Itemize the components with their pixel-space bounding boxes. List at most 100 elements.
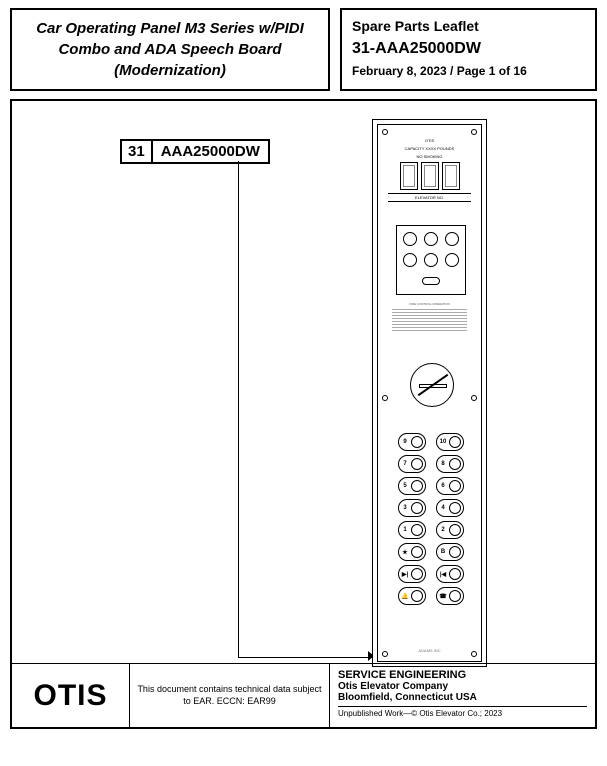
floor-button: 8 <box>436 455 464 473</box>
button-ring-icon <box>411 590 423 602</box>
floor-button: ☎ <box>436 587 464 605</box>
keypad-button-icon <box>403 232 417 246</box>
button-ring-icon <box>411 568 423 580</box>
callout-number: 31 <box>122 141 153 162</box>
button-ring-icon <box>411 524 423 536</box>
otis-logo: OTIS <box>33 679 107 713</box>
screw-icon <box>382 129 388 135</box>
button-ring-icon <box>449 524 461 536</box>
button-ring-icon <box>449 458 461 470</box>
seven-segment-icon <box>400 162 418 190</box>
display-area: OTIS CAPACITY XXXX POUNDS NO SMOKING :::… <box>388 139 471 209</box>
company-location: Bloomfield, Connecticut USA <box>338 692 587 703</box>
keypad-button-icon <box>445 232 459 246</box>
floor-button: 10 <box>436 433 464 451</box>
part-callout: 31 AAA25000DW <box>120 139 270 164</box>
floor-button: 6 <box>436 477 464 495</box>
floor-button: 2 <box>436 521 464 539</box>
copyright-notice: Unpublished Work—© Otis Elevator Co.; 20… <box>338 706 587 718</box>
company-name: Otis Elevator Company <box>338 681 587 692</box>
floor-button-label: 6 <box>437 483 449 489</box>
keypad-button-icon <box>424 253 438 267</box>
logo-cell: OTIS <box>12 664 130 727</box>
floor-button: B <box>436 543 464 561</box>
key-switch-icon <box>422 277 440 285</box>
floor-button: |◀ <box>436 565 464 583</box>
document-footer: OTIS This document contains technical da… <box>12 663 595 727</box>
button-ring-icon <box>449 568 461 580</box>
floor-button-label: 5 <box>399 483 411 489</box>
speaker-grille-icon: :::: <box>388 195 393 200</box>
position-indicator <box>388 162 471 190</box>
floor-button: 🔔 <box>398 587 426 605</box>
no-smoking-icon <box>410 363 454 407</box>
floor-button-label: 8 <box>437 461 449 467</box>
floor-button: 1 <box>398 521 426 539</box>
button-ring-icon <box>449 546 461 558</box>
header-row: Car Operating Panel M3 Series w/PIDI Com… <box>10 8 597 91</box>
button-ring-icon <box>449 502 461 514</box>
floor-button-label: B <box>437 549 449 555</box>
floor-button: 7 <box>398 455 426 473</box>
panel-manufacturer: ADAMS INC <box>378 648 481 653</box>
floor-button-grid: 9 10 7 8 5 6 3 4 1 2 ★ B ▶| |◀ 🔔 ☎ <box>398 433 466 605</box>
elevator-panel: OTIS CAPACITY XXXX POUNDS NO SMOKING :::… <box>372 119 487 667</box>
ear-notice: This document contains technical data su… <box>130 664 330 727</box>
floor-button-label: 3 <box>399 505 411 511</box>
screw-icon <box>471 395 477 401</box>
floor-button-label: |◀ <box>437 571 449 578</box>
floor-button: 3 <box>398 499 426 517</box>
instruction-plate: FIRE CONTROL OPERATION <box>392 303 467 332</box>
product-title-box: Car Operating Panel M3 Series w/PIDI Com… <box>10 8 330 91</box>
panel-brand: OTIS <box>388 139 471 144</box>
keypad-button-icon <box>424 232 438 246</box>
keypad-button-icon <box>445 253 459 267</box>
button-ring-icon <box>411 458 423 470</box>
floor-button: ★ <box>398 543 426 561</box>
floor-button-label: 7 <box>399 461 411 467</box>
leader-line-horizontal <box>238 657 372 658</box>
floor-button-label: ☎ <box>437 593 449 600</box>
seven-segment-icon <box>442 162 460 190</box>
leader-line-vertical <box>238 161 239 657</box>
elevator-number-strip: :::: ELEVATOR NO. :::: <box>388 193 471 202</box>
floor-button-label: 4 <box>437 505 449 511</box>
fire-service-keypad <box>396 225 466 295</box>
callout-code: AAA25000DW <box>153 141 268 162</box>
button-ring-icon <box>411 480 423 492</box>
button-ring-icon <box>411 502 423 514</box>
button-ring-icon <box>449 480 461 492</box>
button-ring-icon <box>411 436 423 448</box>
floor-button-label: 🔔 <box>399 593 411 600</box>
speaker-grille-icon: :::: <box>466 195 471 200</box>
panel-no-smoking-text: NO SMOKING <box>388 155 471 160</box>
leaflet-info-box: Spare Parts Leaflet 31-AAA25000DW Februa… <box>340 8 597 91</box>
button-ring-icon <box>449 590 461 602</box>
floor-button-label: 1 <box>399 527 411 533</box>
floor-button: 5 <box>398 477 426 495</box>
floor-button-label: ▶| <box>399 571 411 578</box>
button-ring-icon <box>449 436 461 448</box>
cigarette-icon <box>419 384 447 388</box>
floor-button-label: 9 <box>399 439 411 445</box>
button-ring-icon <box>411 546 423 558</box>
instruction-title: FIRE CONTROL OPERATION <box>392 303 467 307</box>
leaflet-label: Spare Parts Leaflet <box>352 18 585 34</box>
engineering-cell: SERVICE ENGINEERING Otis Elevator Compan… <box>330 664 595 727</box>
leaflet-date: February 8, 2023 / Page 1 of 16 <box>352 64 585 78</box>
service-engineering-title: SERVICE ENGINEERING <box>338 669 587 681</box>
floor-button-label: 10 <box>437 439 449 445</box>
floor-button: 9 <box>398 433 426 451</box>
diagram-area: 31 AAA25000DW OTIS CAPACITY XXXX POUNDS … <box>10 99 597 729</box>
panel-inner-frame: OTIS CAPACITY XXXX POUNDS NO SMOKING :::… <box>377 124 482 662</box>
floor-button: 4 <box>436 499 464 517</box>
keypad-button-icon <box>403 253 417 267</box>
screw-icon <box>382 395 388 401</box>
seven-segment-icon <box>421 162 439 190</box>
panel-capacity: CAPACITY XXXX POUNDS <box>388 147 471 152</box>
screw-icon <box>471 129 477 135</box>
floor-button-label: ★ <box>399 549 411 556</box>
leaflet-code: 31-AAA25000DW <box>352 40 585 58</box>
elevator-no-label: ELEVATOR NO. <box>415 195 444 200</box>
floor-button-label: 2 <box>437 527 449 533</box>
